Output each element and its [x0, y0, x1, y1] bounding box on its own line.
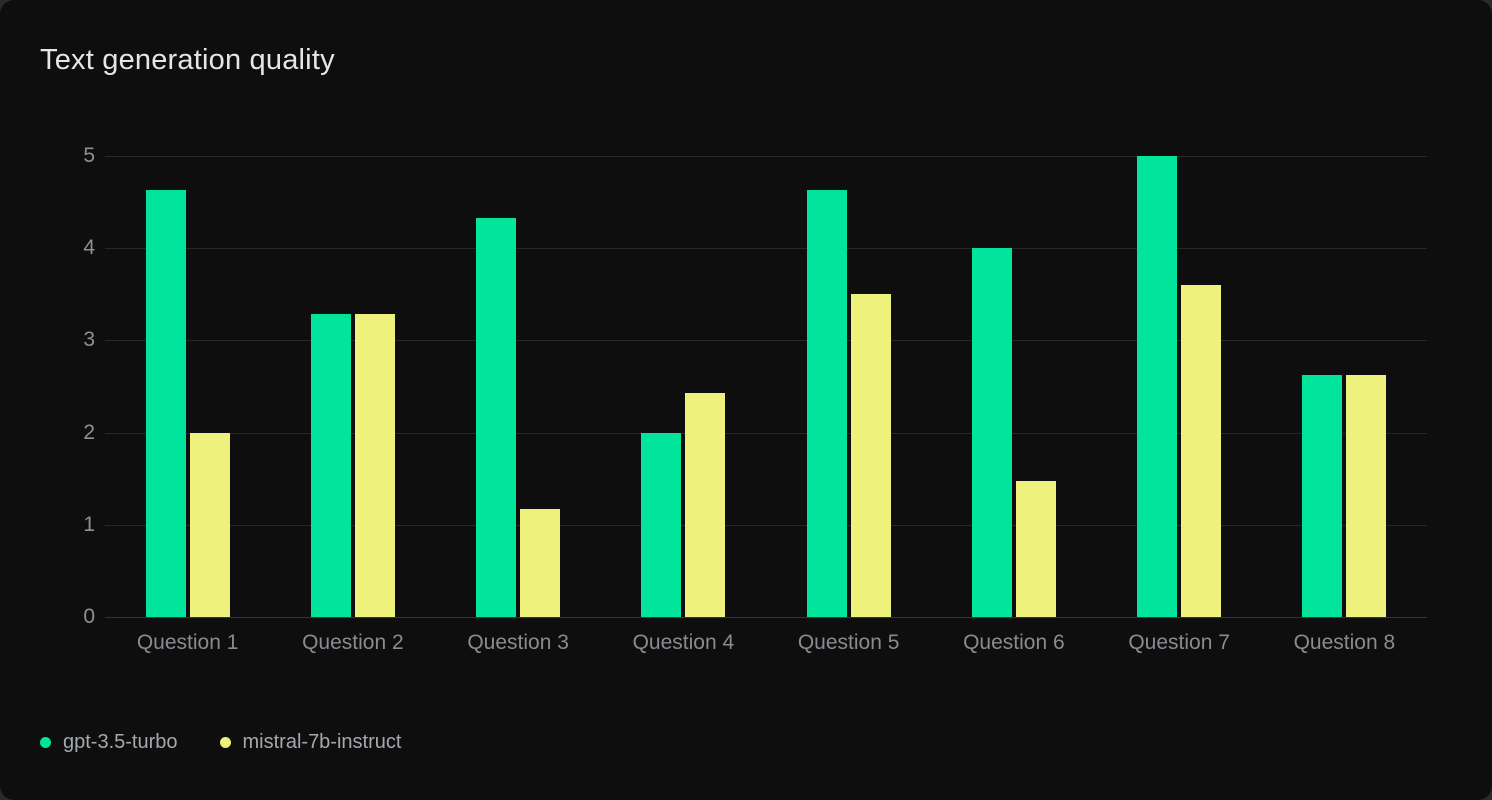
chart-legend: gpt-3.5-turbo mistral-7b-instruct [40, 731, 401, 754]
y-tick-label-4: 4 [83, 236, 95, 260]
legend-item-gpt-3.5-turbo[interactable]: gpt-3.5-turbo [40, 731, 178, 754]
legend-marker-icon [40, 737, 51, 748]
x-tick-label-4: Question 4 [632, 631, 735, 654]
bar-mistral-7b-instruct-question-1[interactable] [189, 432, 230, 617]
x-tick-label-5: Question 5 [797, 631, 900, 654]
gridline-y1 [105, 524, 1427, 526]
bar-mistral-7b-instruct-question-7[interactable] [1181, 285, 1222, 617]
bar-gpt-3.5-turbo-question-4[interactable] [641, 432, 682, 617]
bar-gpt-3.5-turbo-question-3[interactable] [476, 217, 517, 617]
y-tick-label-1: 1 [83, 512, 95, 536]
bar-mistral-7b-instruct-question-6[interactable] [1015, 481, 1056, 617]
legend-label: mistral-7b-instruct [242, 731, 402, 753]
legend-label: gpt-3.5-turbo [63, 731, 178, 753]
y-tick-label-0: 0 [83, 605, 95, 628]
chart-title: Text generation quality [40, 44, 335, 76]
y-tick-label-2: 2 [83, 420, 95, 444]
gridline-y2 [105, 432, 1427, 434]
bar-gpt-3.5-turbo-question-5[interactable] [806, 190, 847, 617]
x-tick-label-7: Question 7 [1128, 631, 1230, 654]
x-tick-label-2: Question 2 [302, 631, 404, 654]
legend-item-mistral-7b-instruct[interactable]: mistral-7b-instruct [219, 731, 402, 754]
gridline-y4 [105, 248, 1427, 250]
bar-gpt-3.5-turbo-question-7[interactable] [1137, 156, 1178, 617]
legend-marker-icon [219, 737, 231, 748]
x-axis-line [105, 617, 1427, 618]
bar-gpt-3.5-turbo-question-2[interactable] [310, 313, 351, 617]
bar-gpt-3.5-turbo-question-1[interactable] [145, 190, 186, 617]
x-tick-label-8: Question 8 [1293, 631, 1396, 654]
y-tick-label-3: 3 [83, 328, 95, 352]
y-tick-label-5: 5 [83, 144, 95, 167]
bar-mistral-7b-instruct-question-4[interactable] [685, 392, 726, 617]
x-tick-label-3: Question 3 [467, 631, 569, 654]
gridline-y5 [105, 156, 1427, 157]
gridline-y3 [105, 340, 1427, 342]
bar-gpt-3.5-turbo-question-6[interactable] [971, 248, 1012, 617]
x-tick-label-6: Question 6 [963, 631, 1065, 654]
bar-mistral-7b-instruct-question-3[interactable] [520, 509, 561, 617]
bar-mistral-7b-instruct-question-2[interactable] [354, 313, 395, 617]
x-tick-label-1: Question 1 [136, 631, 239, 654]
bar-mistral-7b-instruct-question-8[interactable] [1346, 374, 1387, 617]
bar-mistral-7b-instruct-question-5[interactable] [850, 294, 891, 617]
bar-gpt-3.5-turbo-question-8[interactable] [1302, 374, 1343, 617]
